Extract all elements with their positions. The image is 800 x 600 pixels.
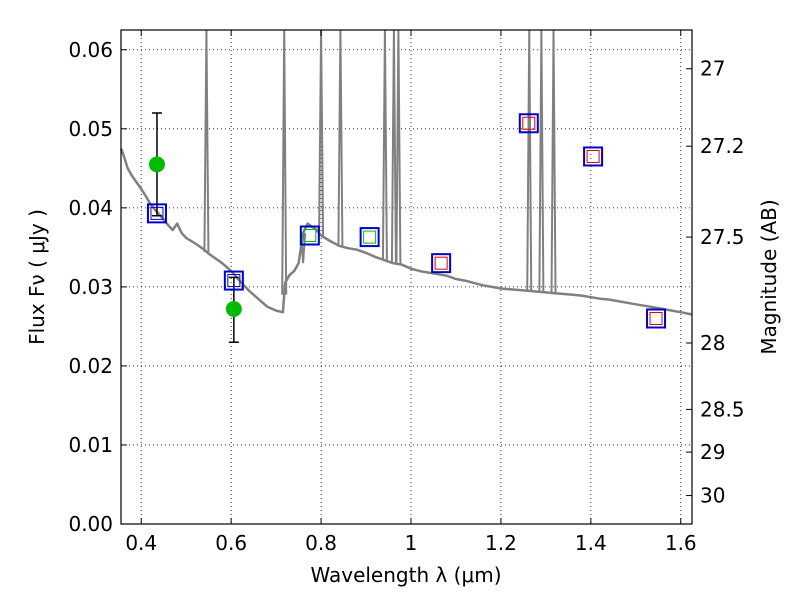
model-flux-square (299, 225, 320, 246)
model-flux-square (359, 227, 380, 248)
y-tick-label: 0.05 (68, 117, 113, 141)
model-flux-square-inner (227, 274, 241, 288)
right-tick-label: 27.5 (700, 225, 745, 249)
model-flux-square-inner (434, 256, 448, 270)
x-axis-label: Wavelength λ (μm) (310, 563, 501, 587)
x-tick-label: 0.6 (215, 531, 247, 555)
model-flux-square (518, 113, 539, 134)
right-tick-label: 30 (700, 484, 725, 508)
model-flux-square-inner (586, 149, 600, 163)
x-tick-label: 0.8 (305, 531, 337, 555)
model-flux-square-inner (522, 116, 536, 130)
emission-line-spike (203, 29, 210, 252)
emission-line-spike (281, 29, 288, 295)
plot-frame (120, 29, 693, 525)
axis-labels: Wavelength λ (μm) Flux Fν ( μJy ) Magnit… (25, 199, 781, 587)
y-tick-label: 0.02 (68, 354, 113, 378)
model-flux-square (431, 253, 452, 274)
model-flux-square-inner (150, 206, 164, 220)
emission-line-spike (526, 29, 533, 291)
observed-flux-point (148, 156, 165, 173)
plot-series (119, 29, 693, 343)
y-tick-label: 0.00 (68, 512, 113, 536)
model-flux-square-inner (649, 311, 663, 325)
right-tick-label: 27 (700, 57, 725, 81)
model-flux-square (146, 203, 167, 224)
x-tick-label: 1.2 (485, 531, 517, 555)
model-flux-square-inner (363, 230, 377, 244)
y-tick-label: 0.03 (68, 275, 113, 299)
axis-ticks: 0.4 0.6 0.8 1 1.2 1.4 1.6 0.00 0.01 0.02 0.03 0.04 0… (68, 30, 745, 555)
right-tick-label: 28 (700, 331, 725, 355)
emission-line-spike (381, 29, 388, 261)
y-tick-label: 0.01 (68, 433, 113, 457)
observed-flux-point (225, 301, 242, 318)
emission-line-spike (538, 29, 545, 293)
x-tick-label: 0.4 (125, 531, 157, 555)
model-flux-square (223, 270, 244, 291)
right-y-axis-label: Magnitude (AB) (757, 199, 781, 354)
emission-line-spike (390, 29, 397, 264)
right-tick-label: 29 (700, 440, 725, 464)
sed-model-line (119, 148, 693, 316)
left-y-axis-label: Flux Fν ( μJy ) (25, 209, 49, 345)
x-tick-label: 1.6 (665, 531, 697, 555)
emission-line-spike (550, 29, 557, 294)
emission-line-spike (395, 29, 402, 265)
y-tick-label: 0.04 (68, 196, 113, 220)
x-tick-label: 1 (405, 531, 418, 555)
model-flux-square (646, 308, 667, 329)
x-tick-label: 1.4 (575, 531, 607, 555)
emission-line-spike (337, 29, 344, 247)
emission-line-spike (318, 29, 325, 236)
right-tick-label: 28.5 (700, 397, 745, 421)
y-tick-label: 0.06 (68, 38, 113, 62)
model-flux-square-inner (303, 229, 317, 243)
model-flux-square (583, 146, 604, 167)
right-tick-label: 27.2 (700, 134, 745, 158)
